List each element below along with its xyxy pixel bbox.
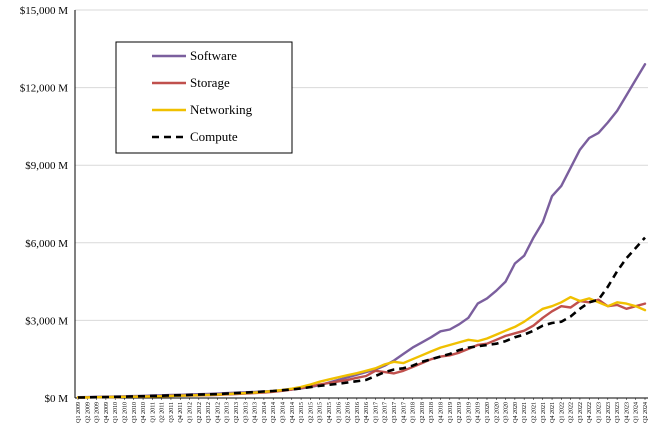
x-tick-label: Q3 2012 [206, 402, 212, 423]
x-tick-label: Q1 2013 [225, 402, 231, 423]
x-tick-label: Q4 2013 [253, 402, 259, 423]
legend-box [115, 41, 293, 154]
x-tick-label: Q3 2018 [429, 402, 435, 423]
series-line-storage [76, 298, 647, 399]
x-tick-label: Q3 2023 [615, 402, 621, 423]
x-tick-label: Q1 2018 [411, 402, 417, 423]
x-tick-label: Q3 2021 [541, 402, 547, 423]
legend-label-software: Software [190, 48, 237, 63]
legend-label-networking: Networking [190, 102, 253, 117]
y-tick-label: $6,000 M [25, 238, 68, 250]
x-tick-label: Q1 2019 [448, 402, 454, 423]
x-tick-label: Q4 2010 [141, 402, 147, 423]
x-tick-label: Q1 2016 [336, 402, 342, 423]
x-tick-label: Q4 2016 [364, 402, 370, 423]
x-tick-label: Q3 2015 [318, 402, 324, 423]
x-tick-label: Q1 2010 [113, 402, 119, 423]
x-tick-label: Q4 2009 [104, 402, 110, 423]
x-tick-label: Q1 2017 [373, 402, 379, 423]
series-line-networking [76, 295, 647, 399]
x-tick-label: Q2 2013 [234, 402, 240, 423]
x-tick-label: Q3 2013 [243, 402, 249, 423]
x-tick-label: Q3 2009 [95, 402, 101, 423]
x-tick-label: Q4 2020 [513, 402, 519, 423]
x-tick-label: Q4 2019 [476, 402, 482, 423]
x-tick-label: Q4 2021 [550, 402, 556, 423]
x-tick-label: Q1 2020 [485, 402, 491, 423]
x-tick-label: Q3 2020 [504, 402, 510, 423]
y-axis: $0 M $3,000 M $6,000 M $9,000 M $12,000 M $15… [20, 5, 76, 405]
x-tick-label: Q2 2019 [457, 402, 463, 423]
x-tick-label: Q2 2016 [346, 402, 352, 423]
x-tick-label: Q2 2018 [420, 402, 426, 423]
x-tick-label: Q3 2019 [466, 402, 472, 423]
y-tick-label: $0 M [44, 393, 68, 405]
x-tick-label: Q4 2017 [401, 402, 407, 423]
x-axis: Q1 2009 Q2 2009 Q3 2009 Q4 2009 Q1 2010 Q2 20… [75, 397, 649, 423]
x-tick-label: Q1 2015 [299, 402, 305, 423]
y-tick-label: $9,000 M [25, 160, 68, 172]
y-tick-label: $12,000 M [20, 83, 69, 95]
x-tick-label: Q2 2009 [85, 402, 91, 423]
x-tick-label: Q1 2009 [76, 402, 82, 423]
x-tick-label: Q3 2014 [280, 402, 286, 423]
legend-label-storage: Storage [190, 75, 230, 90]
x-tick-label: Q2 2015 [308, 402, 314, 423]
x-tick-label: Q4 2022 [587, 402, 593, 423]
x-tick-label: Q3 2022 [578, 402, 584, 423]
x-tick-label: Q2 2022 [569, 402, 575, 423]
x-tick-label: Q1 2024 [634, 402, 640, 423]
x-tick-label: Q4 2023 [624, 402, 630, 423]
x-tick-label: Q2 2021 [531, 402, 537, 423]
x-tick-label: Q2 2023 [606, 402, 612, 423]
x-tick-label: Q3 2016 [355, 402, 361, 423]
x-tick-label: Q3 2017 [392, 402, 398, 423]
x-tick-label: Q1 2023 [597, 402, 603, 423]
x-tick-label: Q1 2014 [262, 402, 268, 423]
x-tick-label: Q4 2012 [215, 402, 221, 423]
x-tick-label: Q2 2012 [197, 402, 203, 423]
legend: Software Storage Networking Compute [115, 41, 293, 154]
y-tick-label: $3,000 M [25, 315, 68, 327]
legend-label-compute: Compute [190, 129, 238, 144]
x-tick-label: Q2 2017 [383, 402, 389, 423]
x-tick-label: Q3 2010 [132, 402, 138, 423]
series-lines [76, 63, 647, 399]
x-tick-label: Q2 2014 [271, 402, 277, 423]
x-tick-label: Q4 2011 [178, 402, 184, 423]
x-tick-label: Q3 2011 [169, 402, 175, 423]
series-line-compute [77, 236, 646, 399]
x-tick-label: Q2 2024 [643, 402, 649, 423]
x-tick-label: Q1 2011 [150, 402, 156, 423]
x-tick-label: Q1 2021 [522, 402, 528, 423]
x-tick-label: Q4 2018 [439, 402, 445, 423]
x-tick-label: Q2 2011 [160, 402, 166, 423]
y-tick-label: $15,000 M [20, 5, 69, 17]
x-tick-label: Q4 2015 [327, 402, 333, 423]
x-tick-label: Q1 2022 [559, 402, 565, 423]
x-tick-label: Q2 2020 [494, 402, 500, 423]
x-tick-label: Q4 2014 [290, 402, 296, 423]
x-tick-label: Q1 2012 [188, 402, 194, 423]
x-tick-label: Q2 2010 [122, 402, 128, 423]
